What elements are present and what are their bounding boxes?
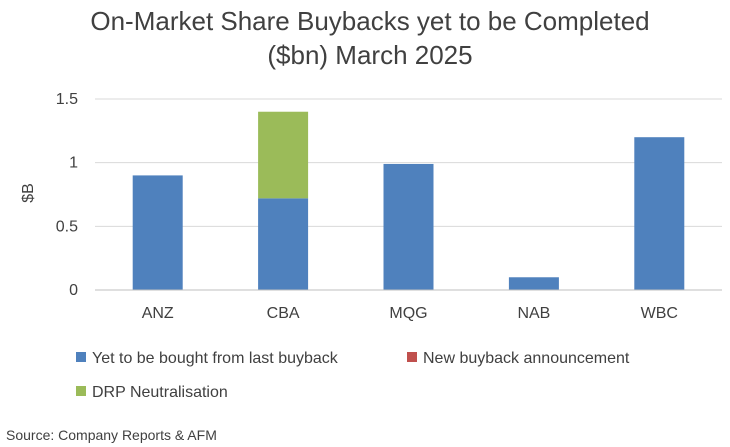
x-tick-label: ANZ bbox=[142, 305, 174, 322]
legend-swatch bbox=[407, 352, 417, 362]
x-tick-label: CBA bbox=[267, 305, 300, 322]
bar-mqg-yet-to-be-bought-from-last-buyback bbox=[383, 163, 434, 290]
bars bbox=[132, 111, 685, 290]
bar-cba-yet-to-be-bought-from-last-buyback bbox=[258, 198, 309, 290]
y-tick-label: 0.5 bbox=[56, 218, 78, 235]
y-tick-label: 0 bbox=[69, 282, 78, 299]
legend-label: New buyback announcement bbox=[423, 350, 630, 367]
legend-label: Yet to be bought from last buyback bbox=[92, 350, 339, 367]
x-tick-label: MQG bbox=[389, 305, 427, 322]
bar-anz-yet-to-be-bought-from-last-buyback bbox=[132, 175, 183, 290]
legend-swatch bbox=[76, 386, 86, 396]
chart-title-line-1: On-Market Share Buybacks yet to be Compl… bbox=[90, 6, 649, 36]
bar-wbc-yet-to-be-bought-from-last-buyback bbox=[634, 137, 685, 290]
y-axis-title: $B bbox=[20, 183, 37, 203]
legend-swatch bbox=[76, 352, 86, 362]
x-tick-label: NAB bbox=[517, 305, 550, 322]
source-note: Source: Company Reports & AFM bbox=[6, 427, 217, 443]
x-tick-label: WBC bbox=[641, 305, 678, 322]
bar-cba-drp-neutralisation bbox=[258, 111, 309, 199]
y-tick-label: 1.5 bbox=[56, 91, 78, 108]
chart-title-line-2: ($bn) March 2025 bbox=[267, 40, 472, 70]
bar-nab-yet-to-be-bought-from-last-buyback bbox=[508, 277, 559, 290]
y-tick-label: 1 bbox=[69, 155, 78, 172]
legend-label: DRP Neutralisation bbox=[92, 384, 228, 401]
legend: Yet to be bought from last buyback New bu… bbox=[76, 350, 630, 401]
axes: 0 0.5 1 1.5 ANZ CBA MQG NAB WBC bbox=[56, 91, 722, 322]
